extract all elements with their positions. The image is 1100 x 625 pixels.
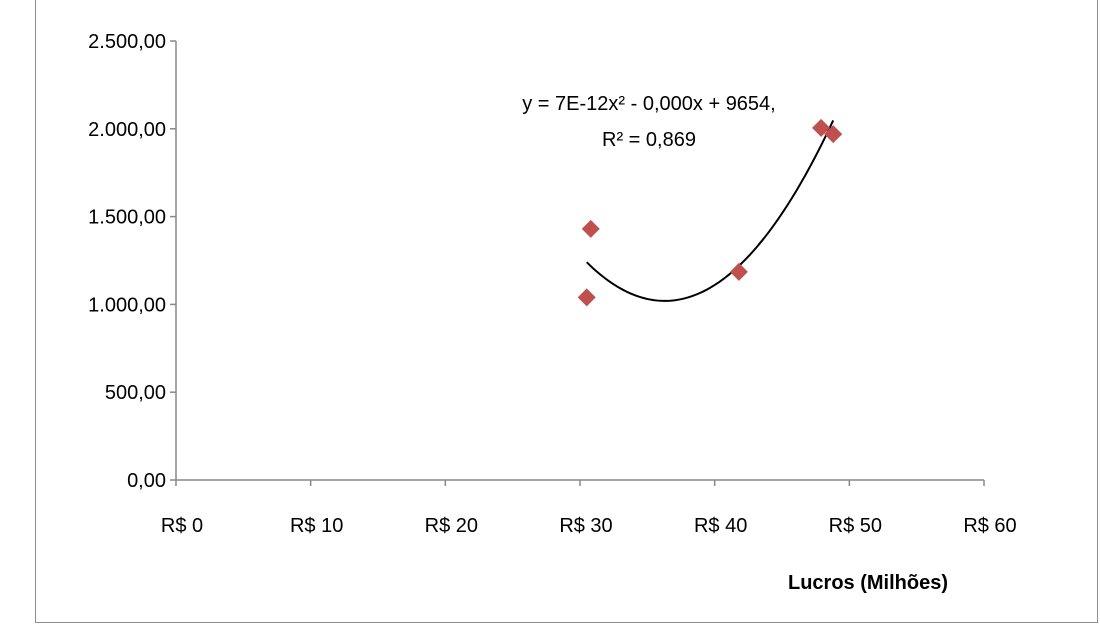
x-tick-label: R$ 30: [559, 515, 612, 537]
y-tick-label: 2.500,00: [88, 31, 166, 53]
x-tick-label: R$ 50: [829, 515, 882, 537]
x-tick-label: R$ 60: [963, 515, 1016, 537]
y-tick-label: 0,00: [127, 470, 166, 492]
data-point: [812, 118, 831, 137]
x-tick-label: R$ 10: [290, 515, 343, 537]
x-tick-label: R$ 40: [694, 515, 747, 537]
y-tick-label: 1.000,00: [88, 294, 166, 316]
data-point: [581, 219, 600, 238]
trendline-equation: y = 7E-12x² - 0,000x + 9654,: [522, 93, 776, 115]
chart-area: 0,00 500,00 1.000,00 1.500,00 2.000,00 2.500,…: [35, 0, 1098, 623]
trendline-group: [586, 120, 835, 302]
x-ticks: R$ 0 R$ 10 R$ 20 R$ 30 R$ 40 R$ 50 R$ 60: [161, 480, 1017, 537]
scatter-chart: 0,00 500,00 1.000,00 1.500,00 2.000,00 2.500,…: [88, 31, 1017, 594]
y-tick-label: 1.500,00: [88, 207, 166, 229]
y-tick-label: 500,00: [105, 382, 166, 404]
trendline-curve: [586, 120, 835, 302]
data-point: [729, 262, 748, 281]
y-ticks: 0,00 500,00 1.000,00 1.500,00 2.000,00 2.500,…: [88, 31, 176, 492]
trendline-r-squared: R² = 0,869: [602, 129, 696, 151]
y-tick-label: 2.000,00: [88, 119, 166, 141]
data-point: [824, 125, 843, 144]
x-tick-label: R$ 0: [161, 515, 203, 537]
x-tick-label: R$ 20: [425, 515, 478, 537]
data-points: [577, 118, 843, 307]
x-axis-title: Lucros (Milhões): [788, 572, 948, 594]
data-point: [577, 288, 596, 307]
